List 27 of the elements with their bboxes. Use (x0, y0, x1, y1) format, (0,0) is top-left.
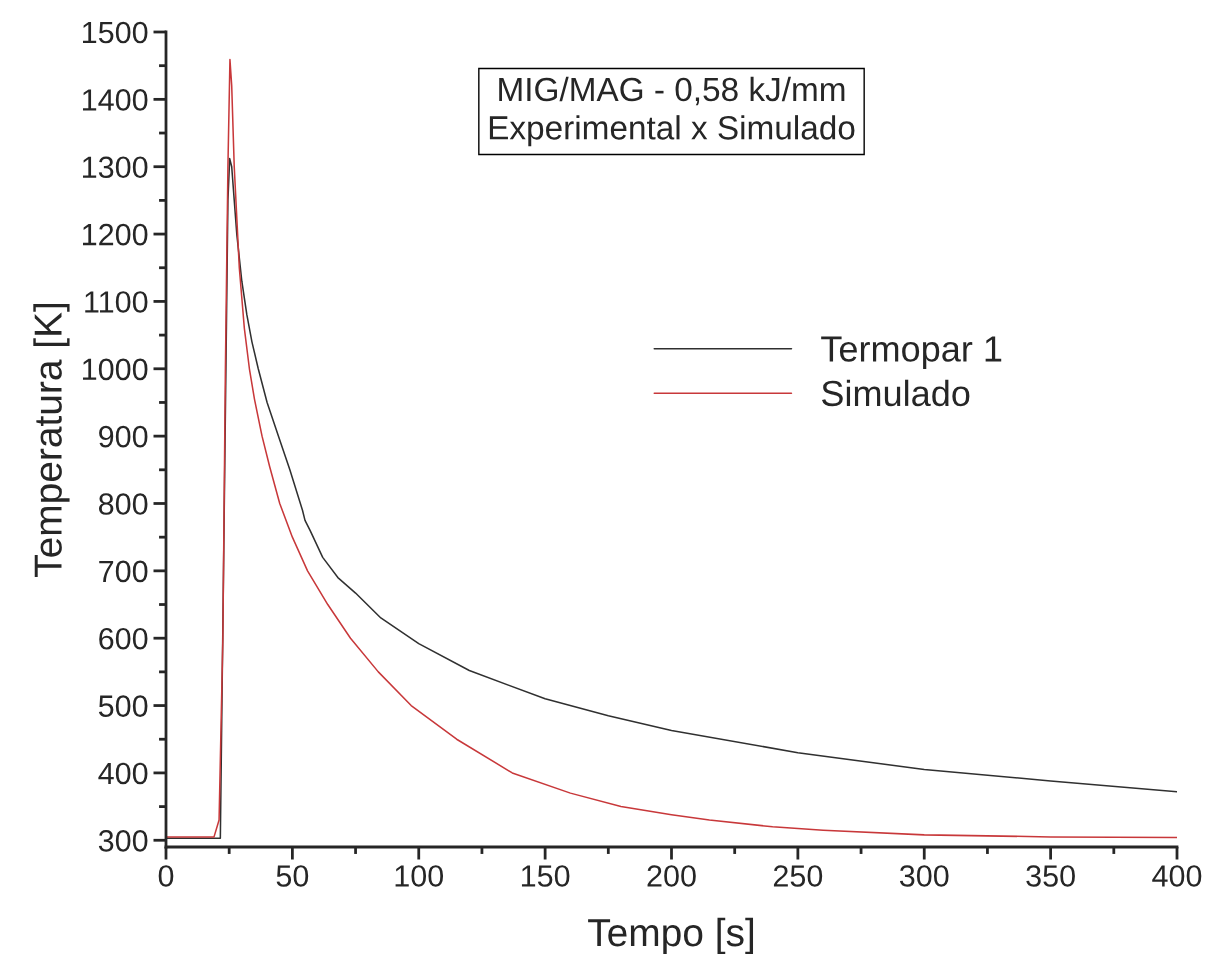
x-tick-label: 50 (276, 865, 309, 887)
x-tick-label: 400 (1152, 865, 1202, 887)
y-tick-label: 900 (99, 425, 148, 448)
y-tick-label: 300 (98, 830, 148, 852)
x-tick-label: 350 (1026, 865, 1075, 887)
y-tick-label: 1000 (83, 358, 148, 381)
legend-label: Termopar 1 (821, 336, 1002, 369)
x-axis-title: Tempo [s] (588, 917, 754, 955)
x-tick-label: 100 (395, 865, 444, 887)
y-tick-label: 700 (99, 560, 148, 583)
x-tick-label: 150 (521, 865, 570, 887)
y-tick-label: 600 (99, 627, 148, 650)
x-tick-label: 300 (899, 865, 949, 887)
y-tick-label: 1500 (83, 21, 148, 44)
x-tick-label: 0 (158, 865, 174, 887)
x-tick-label: 250 (773, 865, 823, 887)
y-tick-label: 1100 (85, 291, 148, 313)
y-axis-title: Temperatura [K] (33, 303, 70, 577)
y-tick-label: 400 (98, 762, 148, 785)
legend-label: Simulado (822, 379, 970, 407)
y-tick-label: 1200 (83, 223, 148, 246)
y-tick-label: 500 (98, 695, 148, 717)
y-tick-label: 1400 (83, 89, 148, 111)
text: MIG/MAG - 0,58 kJ/mm Experimental x Simulado (489, 76, 855, 147)
x-tick-label: 200 (647, 865, 696, 887)
y-tick-label: 800 (98, 493, 148, 515)
y-tick-label: 1300 (83, 156, 148, 179)
